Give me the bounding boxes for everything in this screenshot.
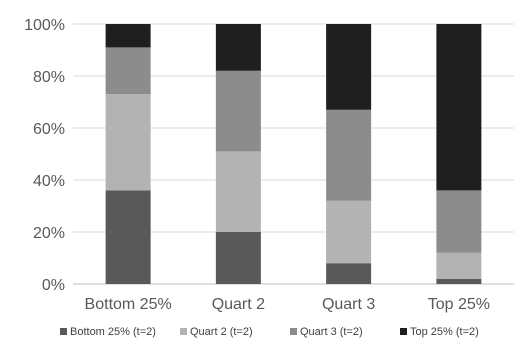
legend-label: Quart 3 (t=2) [300,326,363,338]
legend-swatch [400,328,407,335]
bar-segment-3-cat-2 [215,70,261,152]
bar-segment-4-cat-2 [215,24,261,71]
bar-segment-2-cat-4 [436,252,482,279]
x-category-label: Quart 2 [212,296,265,313]
y-axis-ticks: 0% 20% 40% 60% 80% 100% [24,17,65,294]
bar-segment-3-cat-4 [436,190,482,253]
bar-segment-1-cat-3 [326,263,372,284]
legend-label: Quart 2 (t=2) [190,326,253,338]
bar-segment-4-cat-1 [105,24,151,48]
bar-segment-1-cat-2 [215,232,261,284]
bar-segment-2-cat-2 [215,151,261,232]
legend-label: Top 25% (t=2) [410,326,479,338]
x-axis-categories: Bottom 25% Quart 2 Quart 3 Top 25% [85,296,490,313]
bar-segment-4-cat-4 [436,24,482,191]
legend: Bottom 25% (t=2) Quart 2 (t=2) Quart 3 (t=… [60,326,479,338]
legend-label: Bottom 25% (t=2) [70,326,156,338]
y-tick-label: 60% [33,121,65,138]
legend-swatch [290,328,297,335]
y-tick-label: 0% [42,277,65,294]
bar-segment-2-cat-3 [326,200,372,264]
bar-segments [105,24,482,284]
bar-segment-2-cat-1 [105,94,151,191]
x-category-label: Top 25% [428,296,490,313]
y-tick-label: 80% [33,69,65,86]
legend-swatch [60,328,67,335]
bar-segment-1-cat-1 [105,190,151,284]
bar-segment-3-cat-1 [105,47,151,95]
x-category-label: Quart 3 [322,296,375,313]
y-tick-label: 40% [33,173,65,190]
y-tick-label: 100% [24,17,65,34]
legend-swatch [180,328,187,335]
bar-segment-4-cat-3 [326,24,372,110]
bar-segment-3-cat-3 [326,109,372,201]
y-tick-label: 20% [33,225,65,242]
x-category-label: Bottom 25% [85,296,172,313]
bar-segment-1-cat-4 [436,278,482,284]
